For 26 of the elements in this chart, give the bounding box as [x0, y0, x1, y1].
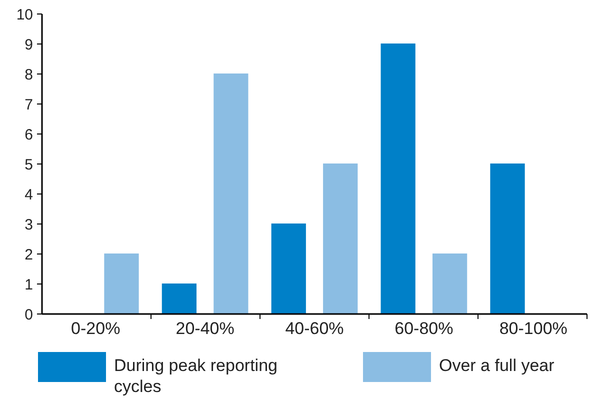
x-tick-label: 0-20%	[71, 319, 120, 338]
bar	[271, 224, 306, 314]
y-tick-label: 0	[24, 306, 33, 324]
y-tick-label: 4	[24, 186, 33, 204]
y-tick-label: 10	[16, 6, 33, 24]
y-tick-label: 3	[24, 216, 33, 234]
bar	[104, 254, 139, 314]
x-tick-label: 20-40%	[176, 319, 234, 338]
bar	[214, 74, 248, 314]
y-tick-label: 5	[24, 156, 33, 174]
y-tick-label: 1	[24, 276, 33, 294]
y-tick-label: 2	[24, 246, 33, 264]
bar	[323, 164, 358, 314]
x-tick-label: 60-80%	[394, 319, 454, 338]
y-tick-label: 6	[24, 126, 33, 144]
y-tick-label: 7	[24, 96, 33, 114]
legend-label: Over a full year	[439, 356, 555, 375]
x-tick-label: 80-100%	[499, 319, 568, 338]
bar	[490, 164, 525, 314]
x-tick-label: 40-60%	[285, 319, 344, 338]
y-tick-label: 8	[24, 66, 33, 84]
y-tick-label: 9	[24, 36, 33, 54]
bar	[432, 254, 468, 314]
bar	[162, 284, 197, 314]
bar	[380, 44, 416, 314]
legend-label: During peak reporting cycles	[114, 356, 278, 396]
